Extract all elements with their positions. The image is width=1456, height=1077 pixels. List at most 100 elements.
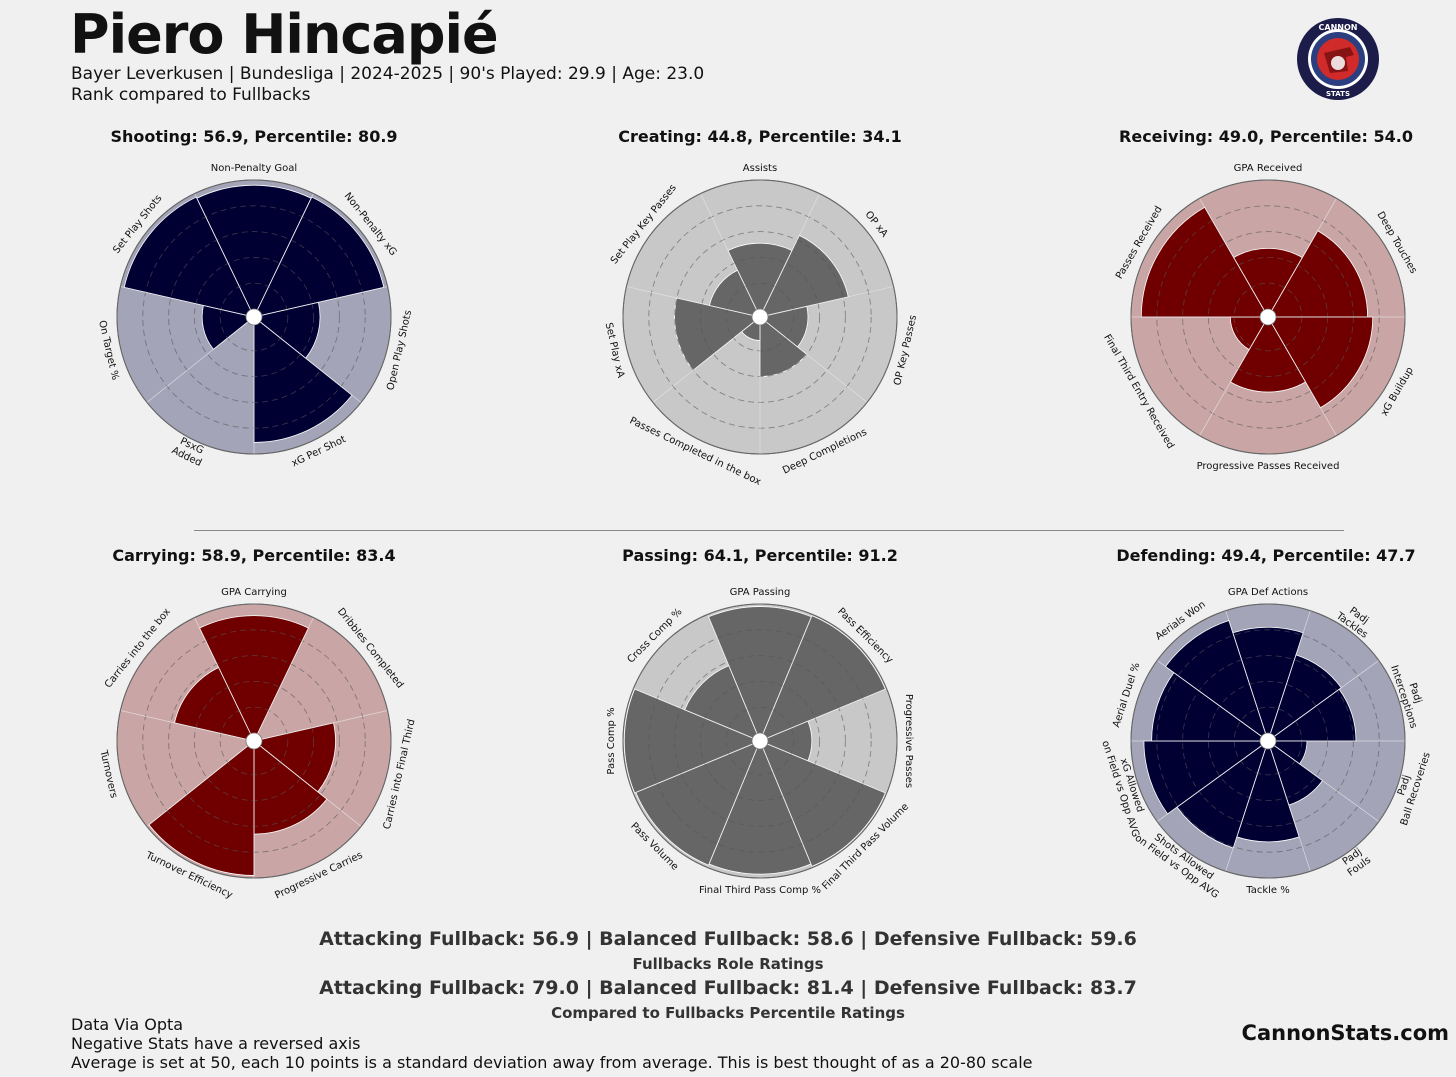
radar-outline <box>1130 179 1406 455</box>
radar-wedge-non-penalty-goal <box>196 184 312 318</box>
radar-spoke <box>1199 316 1269 436</box>
radar-spoke <box>1156 660 1269 742</box>
radar-spoke <box>633 688 761 742</box>
radar-spoke <box>194 617 255 742</box>
chart-title-passing: Passing: 64.1, Percentile: 91.2 <box>622 546 898 565</box>
radar-wedge-deep-touches <box>1267 230 1368 318</box>
radar-label-progressive-passes-received: Progressive Passes Received <box>1197 461 1340 472</box>
radar-center-hole <box>751 308 769 326</box>
radar-spoke <box>759 316 868 403</box>
radar-center-hole <box>751 732 769 750</box>
radar-wedge-gpa-def-actions <box>1232 626 1304 743</box>
radar-outline <box>622 603 898 879</box>
radar-wedge-gpa-carrying <box>199 615 309 742</box>
radar-gridline <box>699 680 821 802</box>
radar-spoke <box>194 193 255 318</box>
radar-label-gpa-passing: GPA Passing <box>730 587 791 598</box>
radar-label-pass-comp-pct: Pass Comp % <box>606 707 617 774</box>
radar-label-progressive-passes: Progressive Passes <box>903 694 914 788</box>
radar-label-assists: Assists <box>743 163 777 174</box>
radar-wedge-set-play-shots <box>123 196 255 318</box>
radar-label-turnovers: Turnovers <box>97 748 119 799</box>
radar-center-hole <box>1259 308 1277 326</box>
radar-spoke <box>253 617 314 742</box>
radar-spoke <box>146 740 255 827</box>
radar-wedge-carries-into-the-box <box>174 667 255 742</box>
comparison-group: Rank compared to Fullbacks <box>71 85 311 105</box>
radar-wedge-pass-efficiency <box>759 615 886 742</box>
radar-spoke <box>1225 740 1269 872</box>
radar-wedge-pass-comp-pct <box>623 688 762 794</box>
radar-wedge-xg-buildup <box>1267 316 1374 409</box>
role-percentiles-label: Compared to Fullbacks Percentile Ratings <box>551 1004 905 1022</box>
radar-label-set-play-xa: Set Play xA <box>603 322 626 380</box>
cannon-stats-logo: CANNON STATS <box>1297 18 1379 100</box>
chart-title-receiving: Receiving: 49.0, Percentile: 54.0 <box>1119 127 1413 146</box>
radar-spoke <box>253 710 388 742</box>
radar-spoke <box>1199 198 1269 318</box>
radar-outline <box>622 179 898 455</box>
radar-wedge-passes-received <box>1140 206 1269 318</box>
chart-title-shooting: Shooting: 56.9, Percentile: 80.9 <box>110 127 398 146</box>
radar-spoke <box>253 740 362 827</box>
radar-wedge-final-third-pass-volume <box>759 740 886 867</box>
radar-label-final-third-pass-comp-pct: Final Third Pass Comp % <box>699 885 821 896</box>
radar-outline <box>116 179 392 455</box>
footer-note-scale: Average is set at 50, each 10 points is … <box>71 1053 1033 1072</box>
radar-spoke <box>253 316 362 403</box>
radar-spoke <box>1267 316 1337 436</box>
radar-spoke <box>707 614 761 742</box>
radar-center-hole <box>245 732 263 750</box>
radar-spoke <box>633 740 761 794</box>
radar-spoke <box>253 286 388 318</box>
radar-wedge-carries-into-final-third <box>253 722 336 793</box>
defending-radar: GPA Def ActionsPadjTacklesPadjIntercepti… <box>1099 587 1433 901</box>
radar-wedge-xg-allowed-on-field-vs-opp-avg <box>1143 740 1270 815</box>
radar-spoke <box>1267 740 1380 822</box>
radar-outline <box>116 603 392 879</box>
radar-center-hole <box>1259 732 1277 750</box>
chart-title-defending: Defending: 49.4, Percentile: 47.7 <box>1116 546 1416 565</box>
radar-gridline <box>674 655 846 827</box>
radar-label-gpa-def-actions: GPA Def Actions <box>1228 587 1308 598</box>
radar-label-gpa-received: GPA Received <box>1234 163 1303 174</box>
radar-wedge-aerials-won <box>1164 620 1269 743</box>
radar-spoke <box>759 740 813 868</box>
player-name: Piero Hincapié <box>70 3 499 66</box>
role-percentiles: Attacking Fullback: 79.0 | Balanced Full… <box>319 977 1137 999</box>
radar-spoke <box>1225 610 1269 742</box>
radar-wedge-xg-per-shot <box>253 316 353 443</box>
radar-spoke <box>1267 610 1311 742</box>
radar-spoke <box>120 710 255 742</box>
radar-spoke <box>626 286 761 318</box>
radar-spoke <box>253 193 314 318</box>
footer-note-negative: Negative Stats have a reversed axis <box>71 1034 361 1053</box>
brand-website: CannonStats.com <box>1241 1021 1449 1045</box>
radar-wedge-open-play-shots <box>253 301 321 359</box>
radar-spoke <box>759 614 813 742</box>
radar-spoke <box>1267 660 1380 742</box>
radar-wedge-assists <box>727 242 793 318</box>
player-info: Bayer Leverkusen | Bundesliga | 2024-202… <box>71 64 705 84</box>
radar-spoke <box>1156 740 1269 822</box>
radar-gridline <box>648 629 872 853</box>
radar-spoke <box>707 740 761 868</box>
svg-text:STATS: STATS <box>1326 90 1350 98</box>
radar-spoke <box>1267 198 1337 318</box>
radar-spoke <box>700 193 761 318</box>
radar-spoke <box>146 316 255 403</box>
radar-spoke <box>759 193 820 318</box>
svg-text:CANNON: CANNON <box>1319 23 1358 32</box>
footer-source: Data Via Opta <box>71 1015 184 1034</box>
chart-title-carrying: Carrying: 58.9, Percentile: 83.4 <box>112 546 396 565</box>
radar-wedge-op-xa <box>759 234 849 318</box>
radar-wedge-gpa-passing <box>708 606 812 743</box>
radar-outline <box>1130 603 1406 879</box>
radar-wedge-progressive-carries <box>253 740 328 835</box>
radar-spoke <box>120 286 255 318</box>
role-ratings-label: Fullbacks Role Ratings <box>632 955 824 973</box>
radar-spoke <box>1267 740 1311 872</box>
